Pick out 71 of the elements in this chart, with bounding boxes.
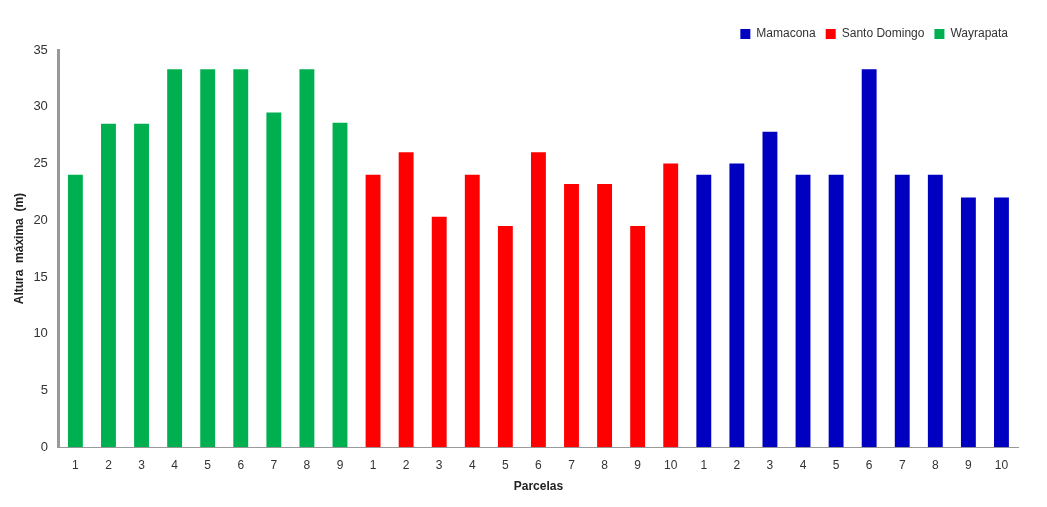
x-tick-label: 5 (832, 457, 840, 472)
legend-label: Wayrapata (950, 26, 1009, 41)
bar (729, 163, 745, 448)
bar (365, 174, 381, 448)
y-axis-title: Altura máxima (m) (11, 192, 26, 305)
x-tick-label: 2 (402, 457, 410, 472)
bar (530, 152, 546, 448)
bar (795, 174, 811, 448)
x-tick-label: 8 (601, 457, 609, 472)
x-tick-label: 3 (435, 457, 443, 472)
bar (464, 174, 480, 448)
bar (828, 174, 844, 448)
legend-label: Santo Domingo (841, 26, 925, 41)
bar (167, 69, 183, 448)
x-tick-label: 8 (303, 457, 311, 472)
bar (861, 69, 877, 448)
x-tick-label: 4 (171, 457, 179, 472)
x-tick-label: 4 (799, 457, 807, 472)
bar (332, 122, 348, 448)
bar (663, 163, 679, 448)
y-tick-label: 20 (33, 211, 48, 227)
y-tick-label: 15 (33, 268, 48, 284)
y-tick-label: 10 (33, 325, 48, 341)
bar (497, 225, 513, 448)
x-tick-label: 3 (138, 457, 146, 472)
x-tick-label: 9 (634, 457, 642, 472)
x-tick-label: 2 (733, 457, 741, 472)
x-tick-label: 5 (502, 457, 510, 472)
bar (266, 112, 282, 448)
y-tick-label: 25 (33, 155, 48, 171)
x-tick-label: 1 (72, 457, 80, 472)
x-tick-label: 5 (204, 457, 212, 472)
bar (960, 197, 976, 448)
bar (564, 183, 579, 448)
x-tick-label: 7 (568, 457, 576, 472)
bar (134, 123, 149, 448)
legend-label: Mamacona (756, 26, 817, 41)
x-tick-label: 1 (369, 457, 377, 472)
x-tick-label: 3 (766, 457, 774, 472)
bar (994, 197, 1009, 448)
bar (696, 174, 712, 448)
y-tick-label: 30 (33, 98, 48, 114)
x-axis-title: Parcelas (513, 479, 564, 494)
bar (200, 69, 216, 448)
x-tick-label: 10 (664, 457, 678, 472)
bar (67, 174, 83, 448)
bar (233, 69, 249, 448)
x-tick-label: 7 (898, 457, 906, 472)
x-tick-label: 6 (535, 457, 543, 472)
x-tick-label: 7 (270, 457, 278, 472)
y-tick-label: 5 (40, 382, 48, 398)
x-tick-label: 9 (965, 457, 973, 472)
y-tick-label: 0 (40, 438, 48, 454)
bar (101, 123, 116, 448)
x-tick-label: 9 (336, 457, 344, 472)
x-tick-label: 4 (468, 457, 476, 472)
bar (431, 216, 447, 448)
y-tick-label: 35 (33, 41, 48, 57)
bar (597, 183, 613, 448)
bar (894, 174, 910, 448)
bar (398, 152, 414, 448)
x-tick-label: 1 (700, 457, 708, 472)
bar (927, 174, 943, 448)
bar (630, 225, 646, 448)
x-tick-label: 6 (865, 457, 873, 472)
bar (299, 69, 315, 448)
bar (762, 131, 778, 448)
x-tick-label: 8 (931, 457, 939, 472)
x-tick-label: 2 (105, 457, 113, 472)
x-tick-label: 10 (994, 457, 1009, 472)
x-tick-label: 6 (237, 457, 245, 472)
